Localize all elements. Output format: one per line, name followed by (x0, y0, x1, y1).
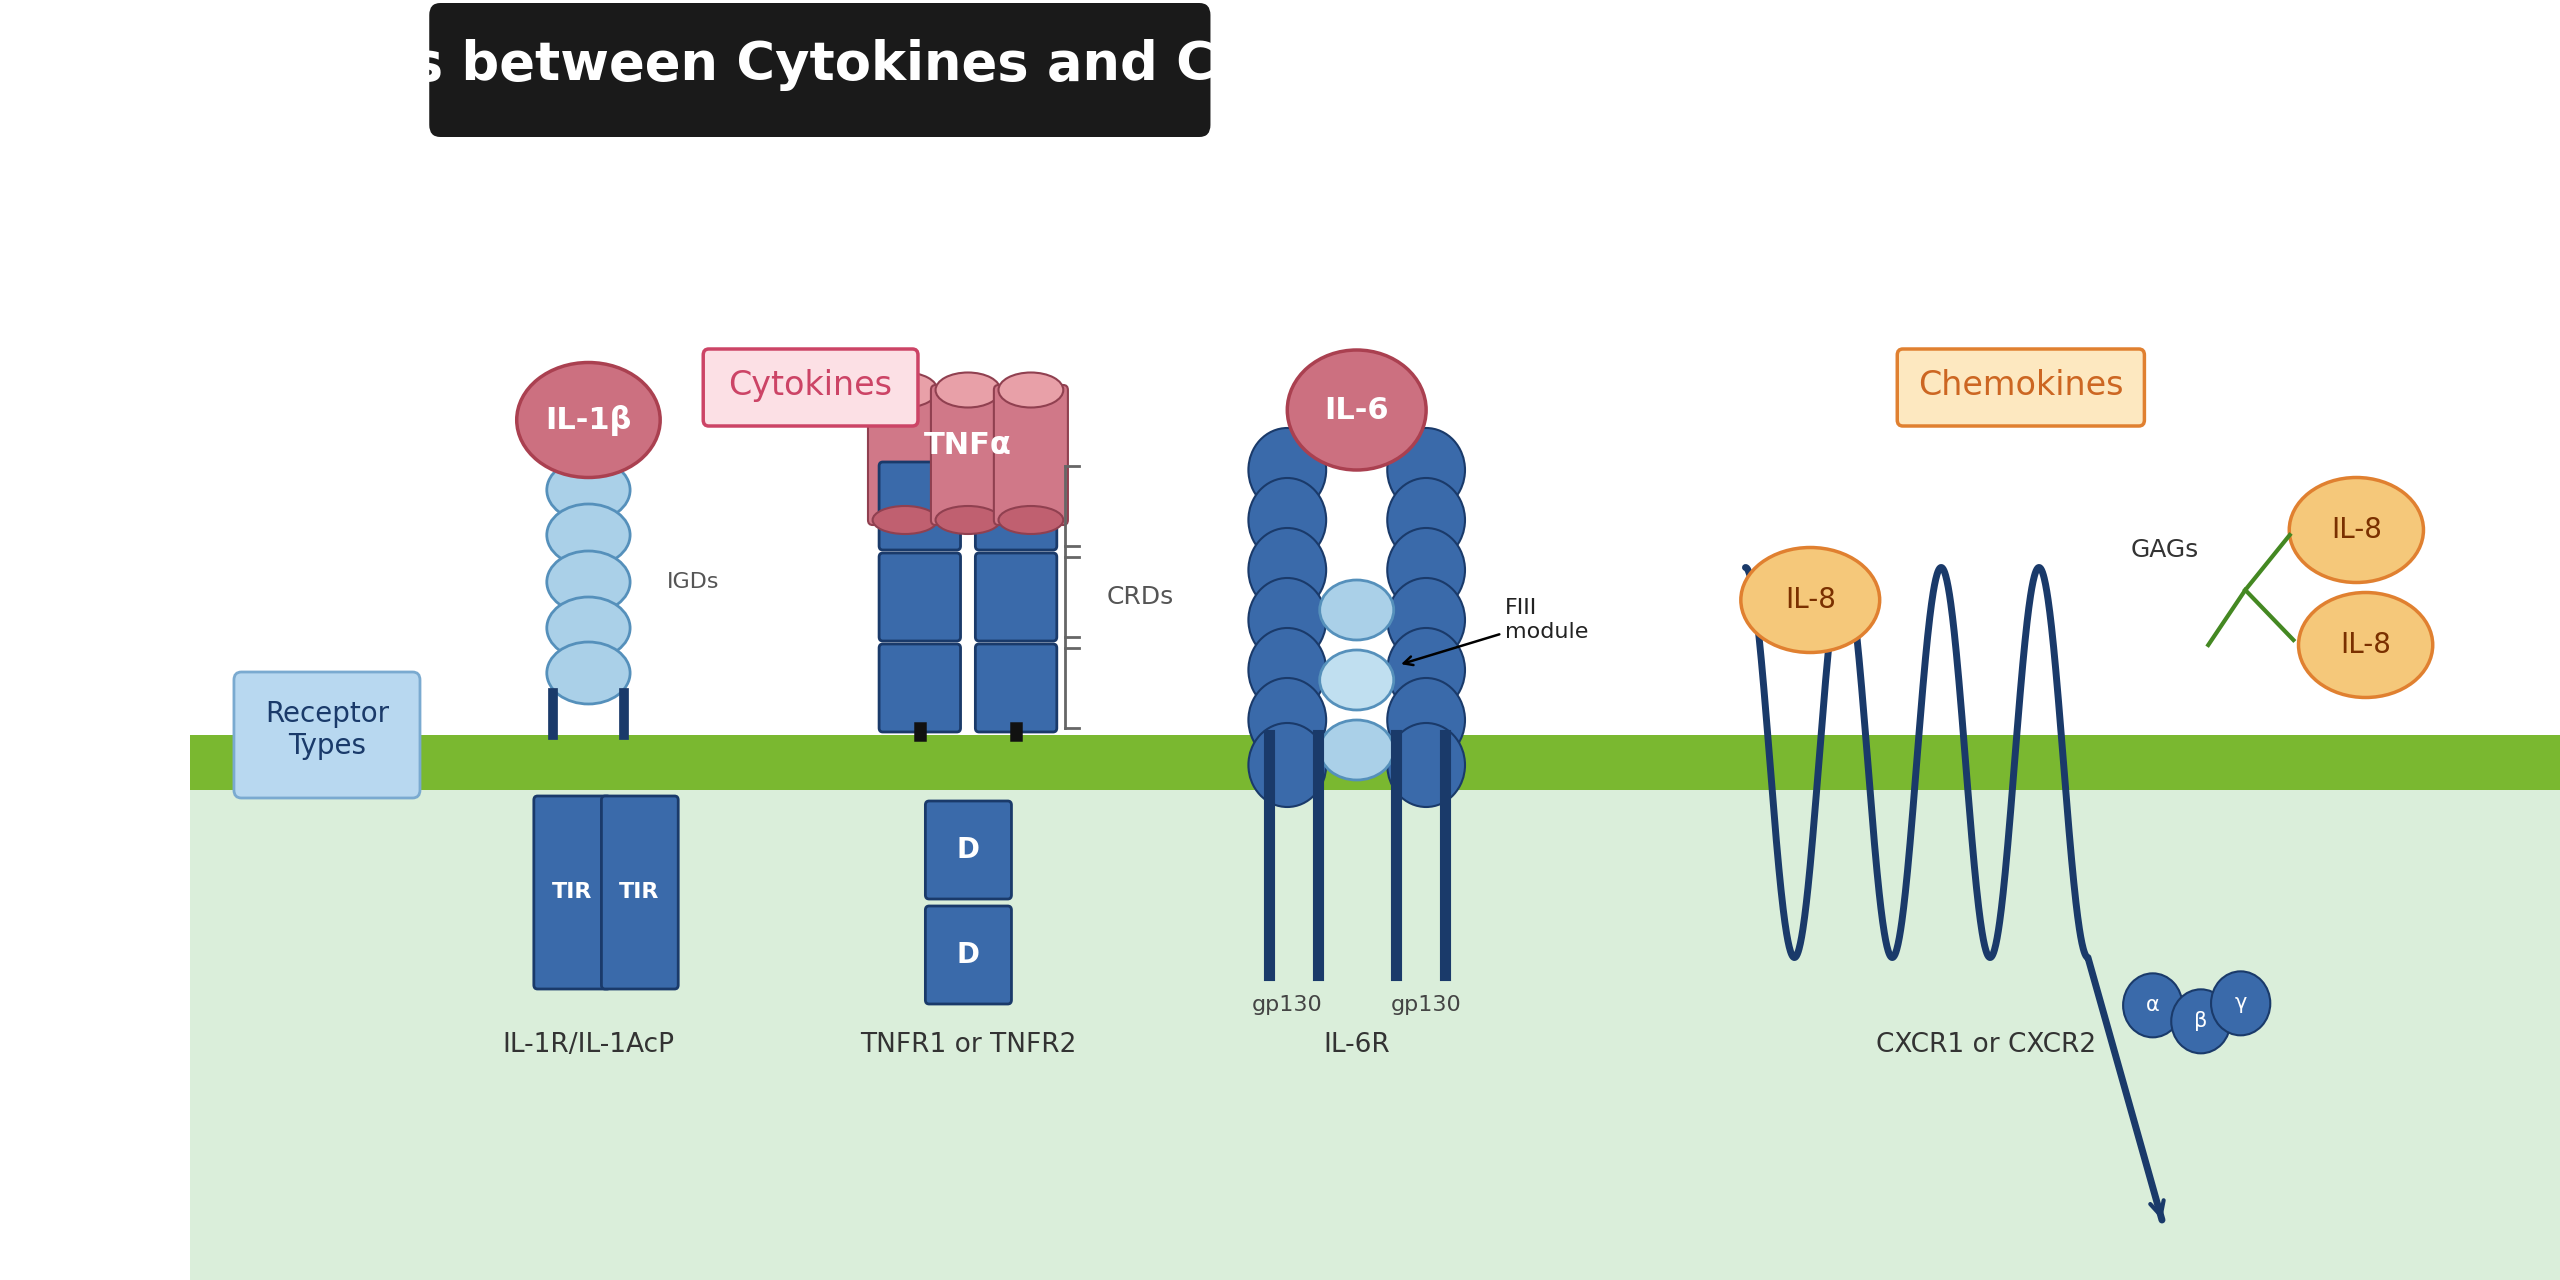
Text: TNFα: TNFα (924, 430, 1011, 460)
Text: TNFR1 or TNFR2: TNFR1 or TNFR2 (860, 1032, 1075, 1059)
Text: TIR: TIR (550, 882, 591, 902)
Circle shape (1388, 579, 1464, 662)
Circle shape (1249, 678, 1326, 762)
Text: IL-8: IL-8 (1784, 586, 1836, 614)
Circle shape (1249, 628, 1326, 712)
Text: Receptor
Types: Receptor Types (266, 700, 389, 760)
FancyBboxPatch shape (878, 462, 960, 550)
Ellipse shape (548, 460, 630, 521)
Text: gp130: gp130 (1390, 995, 1462, 1015)
Ellipse shape (873, 372, 937, 407)
Circle shape (1249, 428, 1326, 512)
Text: TIR: TIR (620, 882, 660, 902)
FancyBboxPatch shape (1897, 349, 2145, 426)
FancyBboxPatch shape (189, 735, 2560, 790)
FancyBboxPatch shape (975, 462, 1057, 550)
Circle shape (1249, 579, 1326, 662)
Text: gp130: gp130 (1252, 995, 1324, 1015)
FancyBboxPatch shape (975, 553, 1057, 641)
Text: CXCR1 or CXCR2: CXCR1 or CXCR2 (1876, 1032, 2097, 1059)
Ellipse shape (934, 506, 1001, 534)
Text: IL-6: IL-6 (1324, 396, 1390, 425)
Ellipse shape (548, 504, 630, 566)
FancyBboxPatch shape (535, 796, 612, 989)
FancyBboxPatch shape (878, 644, 960, 732)
Circle shape (2171, 989, 2230, 1053)
Text: IGDs: IGDs (668, 572, 719, 591)
Circle shape (1249, 723, 1326, 806)
Text: Chemokines: Chemokines (1917, 369, 2125, 402)
FancyBboxPatch shape (189, 763, 2560, 1280)
FancyBboxPatch shape (878, 553, 960, 641)
FancyBboxPatch shape (932, 385, 1006, 525)
FancyBboxPatch shape (704, 349, 919, 426)
Text: CRDs: CRDs (1106, 585, 1175, 609)
Text: IL-8: IL-8 (2340, 631, 2391, 659)
Circle shape (1249, 477, 1326, 562)
Text: D: D (957, 836, 980, 864)
Circle shape (1388, 529, 1464, 612)
Ellipse shape (873, 506, 937, 534)
Text: D: D (957, 941, 980, 969)
Ellipse shape (2289, 477, 2424, 582)
Text: IL-1R/IL-1AcP: IL-1R/IL-1AcP (502, 1032, 673, 1059)
Circle shape (1388, 477, 1464, 562)
FancyBboxPatch shape (924, 906, 1011, 1004)
FancyBboxPatch shape (602, 796, 678, 989)
Ellipse shape (1741, 548, 1879, 653)
Ellipse shape (1288, 349, 1426, 470)
Text: GAGs: GAGs (2130, 538, 2199, 562)
Ellipse shape (1321, 580, 1393, 640)
Ellipse shape (2299, 593, 2432, 698)
Ellipse shape (998, 506, 1062, 534)
Circle shape (1388, 723, 1464, 806)
Text: Differences between Cytokines and Chemokines: Differences between Cytokines and Chemok… (102, 38, 1539, 91)
Text: γ: γ (2235, 993, 2248, 1014)
Text: Cytokines: Cytokines (730, 369, 893, 402)
Ellipse shape (998, 372, 1062, 407)
Ellipse shape (548, 643, 630, 704)
FancyBboxPatch shape (868, 385, 942, 525)
Ellipse shape (1321, 650, 1393, 710)
FancyBboxPatch shape (233, 672, 420, 797)
Text: IL-1β: IL-1β (545, 404, 632, 435)
Ellipse shape (517, 362, 660, 477)
Ellipse shape (548, 550, 630, 613)
Text: α: α (2145, 996, 2161, 1015)
FancyBboxPatch shape (993, 385, 1068, 525)
Ellipse shape (548, 596, 630, 659)
Circle shape (1388, 428, 1464, 512)
FancyBboxPatch shape (430, 3, 1211, 137)
Circle shape (1249, 529, 1326, 612)
Text: IL-6R: IL-6R (1324, 1032, 1390, 1059)
Circle shape (1388, 628, 1464, 712)
Ellipse shape (934, 372, 1001, 407)
Text: FIII
module: FIII module (1403, 599, 1587, 666)
Circle shape (1388, 678, 1464, 762)
FancyBboxPatch shape (975, 644, 1057, 732)
FancyBboxPatch shape (924, 801, 1011, 899)
Text: β: β (2194, 1011, 2207, 1032)
Ellipse shape (1321, 719, 1393, 780)
Circle shape (2212, 972, 2271, 1036)
Text: IL-8: IL-8 (2332, 516, 2381, 544)
Circle shape (2122, 973, 2181, 1037)
